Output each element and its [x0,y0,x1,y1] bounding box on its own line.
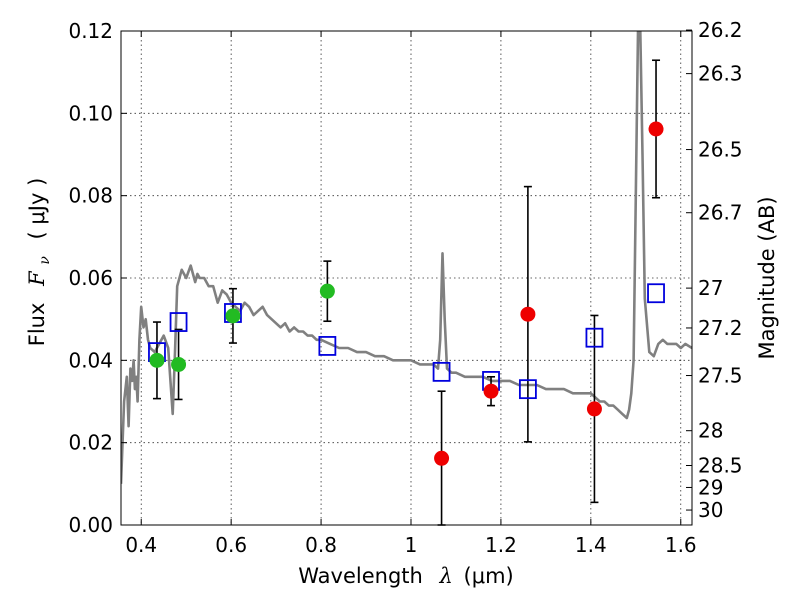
y-tick-label: 0.02 [68,431,113,455]
x-tick-label: 0.6 [215,533,247,557]
y-tick-label: 0.06 [68,266,113,290]
y2-tick-label: 27.2 [698,316,743,340]
y2-tick-label: 29 [698,475,723,499]
y2-axis-label: Magnitude (AB) [755,196,779,359]
x-tick-label: 0.8 [305,533,337,557]
y-axis-label-symbol: F [25,270,49,287]
model-photometry-square [647,283,665,304]
series-group [121,31,692,484]
x-axis-label-unit: (μm) [464,564,514,588]
x-tick-label: 1.6 [665,533,697,557]
y2-tick-label: 26.3 [698,62,743,86]
y2-tick-label: 28 [698,419,723,443]
green-data-point [171,356,187,372]
y2-tick-label: 26.5 [698,138,743,162]
model-spectrum-line [121,31,692,484]
x-tick-label: 1 [405,533,418,557]
model-photometry-square [432,361,451,382]
red-data-point [648,121,664,137]
x-axis-label-symbol: λ [439,564,453,588]
plot-area [121,31,692,526]
x-tick-label: 1.2 [485,533,517,557]
x-axis-label: Wavelength λ (μm) [298,564,513,588]
y2-tick-label: 26.7 [698,201,743,225]
y-axis-label: Flux F ν ( μJy ) [25,178,54,347]
y-tick-label: 0.08 [68,184,113,208]
green-data-point [319,283,335,299]
y-tick-label: 0.10 [68,101,113,125]
y2-tick-label: 28.5 [698,453,743,477]
y2-tick-label: 26.2 [698,18,743,42]
x-tick-label: 0.4 [125,533,157,557]
red-data-point [483,383,499,399]
x-axis-label-text: Wavelength [298,564,423,588]
y-axis-label-unit: ( μJy ) [25,178,49,240]
red-data-point [434,450,450,466]
model-photometry-square [518,379,537,400]
model-photometry-square [169,312,188,332]
y2-tick-label: 27.5 [698,364,743,388]
model-photometry-square [585,327,604,348]
green-data-point [225,308,241,324]
y-tick-label: 0.00 [68,513,113,537]
y-axis-label-sub: ν [37,256,53,265]
green-data-point [149,352,165,368]
red-data-point [520,306,536,322]
y-tick-label: 0.12 [68,19,113,43]
y2-tick-label: 27 [698,276,723,300]
axis-ticks: 0.4 0.6 0.8 1 1.2 1.4 1.6 0.00 0.02 0.04 0.06 0.08 0… [68,18,742,557]
x-tick-label: 1.4 [575,533,607,557]
model-photometry-square [318,336,337,356]
y2-tick-label: 30 [698,498,723,522]
red-data-point [586,401,602,417]
grid [121,31,692,525]
y-tick-label: 0.04 [68,348,113,372]
y-axis-label-text: Flux [25,303,49,347]
